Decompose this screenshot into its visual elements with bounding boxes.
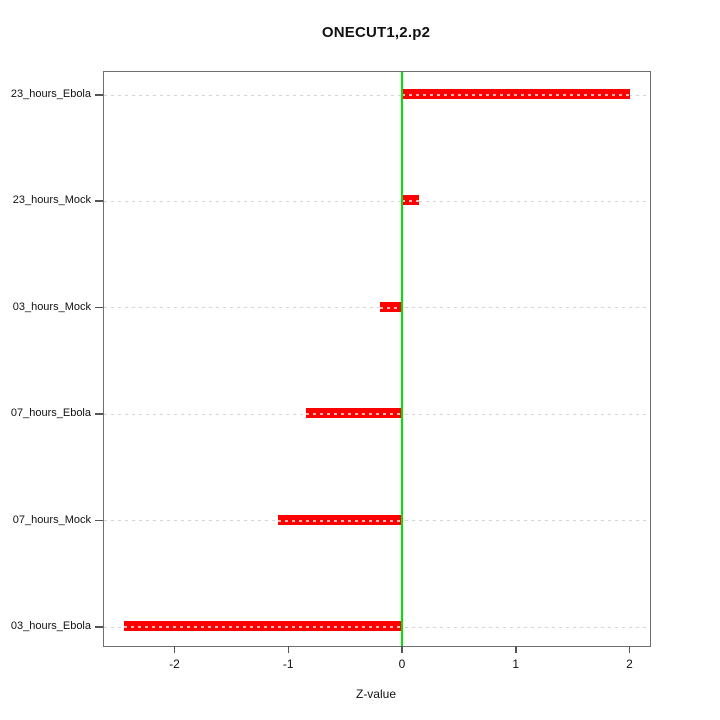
bar-03_hours_Mock: [380, 301, 403, 312]
bar-03_hours_Ebola: [124, 621, 403, 631]
x-axis-tick: [173, 646, 176, 653]
bar-gridline-overlay: [124, 626, 403, 628]
bar-23_hours_Mock: [402, 195, 420, 206]
x-axis-tick: [628, 646, 631, 653]
plot-area: 23_hours_Ebola 23_hours_Mock 03_hours_Mock…: [11, 71, 651, 671]
bar-07_hours_Mock: [278, 514, 403, 525]
x-axis-tick: [515, 646, 517, 653]
x-axis-tick-label: -1: [282, 657, 294, 671]
y-axis-category-label: 23_hours_Mock: [12, 194, 91, 207]
y-axis-category-label: 03_hours_Mock: [12, 300, 91, 313]
y-axis-tick: [95, 306, 103, 309]
category-gridline: [104, 94, 650, 96]
x-axis-tick: [287, 646, 290, 653]
bar-gridline-overlay: [402, 200, 420, 203]
bar-gridline-overlay: [402, 94, 630, 96]
zero-reference-line: [401, 72, 404, 646]
y-axis-category-label: 23_hours_Ebola: [10, 88, 91, 100]
y-axis-tick: [95, 200, 103, 202]
y-axis-category-label: 03_hours_Ebola: [10, 620, 91, 632]
x-axis-tick-label: -2: [169, 657, 180, 671]
y-axis-tick: [95, 626, 103, 628]
bar-gridline-overlay: [306, 413, 403, 416]
y-axis-category-label: 07_hours_Mock: [12, 513, 91, 526]
y-axis-tick: [95, 413, 103, 415]
x-axis-tick-label: 2: [626, 657, 633, 671]
category-gridline: [104, 200, 650, 202]
category-gridline: [104, 307, 650, 309]
chart-title: ONECUT1,2.p2: [321, 24, 431, 41]
bar-gridline-overlay: [380, 306, 403, 309]
x-axis-title: Z-value: [355, 687, 396, 701]
y-axis-category-label: 07_hours_Ebola: [10, 407, 91, 420]
x-axis-tick: [401, 646, 403, 653]
x-axis-tick-label: 1: [512, 657, 520, 671]
bar-gridline-overlay: [278, 519, 403, 522]
y-axis-tick: [95, 94, 103, 96]
bar-23_hours_Ebola: [402, 89, 630, 99]
x-axis-tick-label: 0: [398, 657, 406, 671]
y-axis-tick: [95, 519, 103, 522]
bar-07_hours_Ebola: [306, 408, 403, 419]
